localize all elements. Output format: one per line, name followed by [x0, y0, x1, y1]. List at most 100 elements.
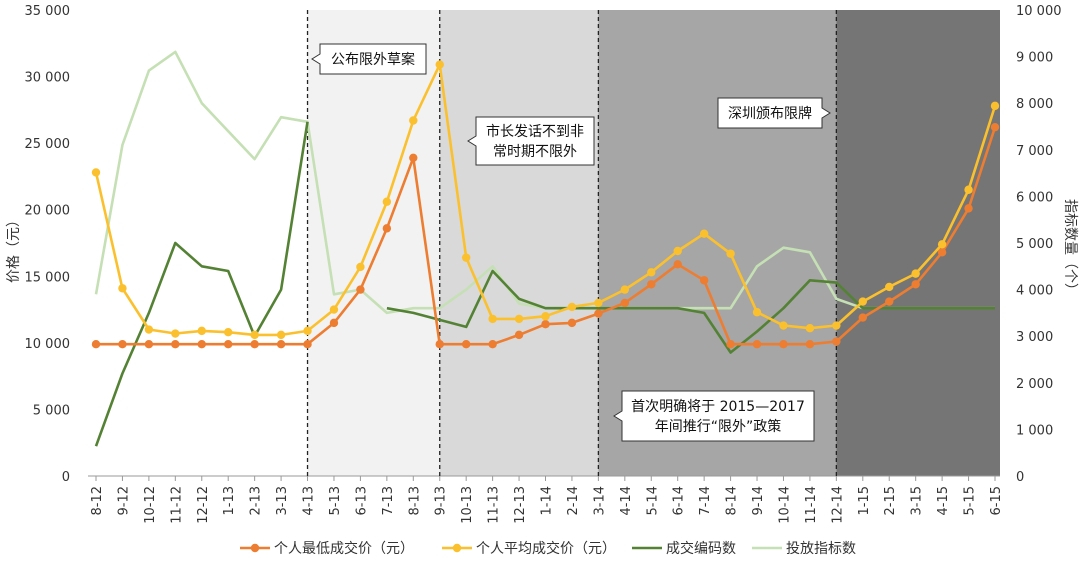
data-point [303, 326, 312, 336]
x-tick-label: 2-15 [883, 486, 898, 516]
y-left-ticks: 0 5 000 10 000 15 000 20 000 25 000 30 000 35 0… [25, 4, 71, 485]
data-point [964, 204, 973, 213]
x-tick-label: 2-14 [566, 486, 581, 516]
data-point [224, 339, 233, 349]
y-left-tick-label: 5 000 [33, 403, 70, 418]
period-shade [307, 10, 440, 476]
y-right-tick-label: 4 000 [1016, 284, 1053, 299]
data-point [303, 339, 312, 349]
legend-label: 投放指标数 [786, 541, 856, 557]
data-point [409, 116, 418, 125]
annotation-callout: 公布限外草案 [311, 43, 427, 75]
period-dividers [306, 10, 838, 476]
x-tick-label: 3-14 [592, 486, 607, 516]
period-shade [439, 10, 599, 476]
y-left-tick-label: 15 000 [25, 270, 71, 285]
annotation-text: 深圳颁布限牌 [728, 105, 812, 122]
annotation-box [613, 390, 815, 442]
x-tick-label: 8-14 [725, 486, 740, 516]
x-tick-label: 4-15 [936, 486, 951, 516]
data-point [461, 253, 471, 262]
data-point [832, 321, 841, 330]
data-point [885, 282, 894, 292]
data-point [276, 339, 286, 349]
legend-marker [452, 543, 462, 553]
data-point [673, 260, 682, 269]
data-point [514, 314, 524, 324]
series-line [94, 121, 995, 447]
y-left-title: 价格（元） [6, 213, 22, 283]
x-tick-label: 12-13 [513, 486, 528, 524]
annotation-text: 常时期不限外 [493, 144, 577, 160]
data-point [435, 339, 444, 349]
y-left-tick-label: 35 000 [25, 4, 71, 19]
data-point [594, 298, 603, 308]
data-point [990, 122, 1000, 132]
x-tick-label: 5-15 [963, 486, 978, 516]
data-point [329, 318, 339, 328]
data-point [779, 321, 788, 330]
data-point [752, 308, 762, 317]
y-right-ticks: 0 1 000 2 000 3 000 4 000 5 000 6 000 7 000 8 00… [1016, 4, 1062, 485]
data-point [91, 339, 101, 349]
annotation-text: 首次明确将于 2015—2017 [631, 399, 805, 415]
data-point [911, 280, 920, 289]
x-tick-label: 10-12 [143, 486, 158, 524]
data-point [118, 284, 127, 293]
legend-item: 投放指标数 [752, 541, 856, 557]
y-right-tick-label: 9 000 [1016, 51, 1053, 66]
data-point [171, 329, 180, 338]
y-right-tick-label: 10 000 [1016, 4, 1062, 19]
data-point [594, 309, 603, 318]
y-right-tick-label: 8 000 [1016, 97, 1053, 112]
x-tick-label: 4-14 [619, 486, 634, 516]
x-tick-label: 11-12 [169, 486, 184, 524]
legend-label: 个人平均成交价（元） [476, 540, 616, 557]
annotation-text: 公布限外草案 [331, 51, 415, 68]
data-point [144, 339, 154, 349]
data-point [885, 297, 894, 306]
data-point [752, 339, 762, 349]
data-point [356, 262, 365, 272]
x-tick-label: 12-12 [196, 486, 211, 524]
data-point [779, 339, 788, 349]
x-tick-label: 11-14 [804, 486, 819, 524]
data-point [276, 330, 286, 340]
data-point [435, 60, 444, 69]
y-right-tick-label: 6 000 [1016, 190, 1053, 205]
data-point [144, 325, 154, 334]
x-tick-label: 10-14 [777, 486, 792, 524]
data-point [620, 298, 630, 308]
data-point [726, 249, 735, 258]
annotation-box [717, 97, 831, 129]
data-point [726, 339, 735, 349]
x-tick-label: 1-14 [540, 486, 555, 516]
legend-marker [250, 543, 260, 553]
y-right-tick-label: 2 000 [1016, 377, 1053, 392]
data-point [488, 314, 497, 324]
annotation-text: 市长发话不到非 [486, 123, 584, 140]
y-right-tick-label: 0 [1016, 470, 1024, 485]
data-point [329, 305, 339, 314]
series-group [91, 50, 1000, 447]
annotation-callout: 首次明确将于 2015—2017 年间推行“限外”政策 [613, 390, 815, 442]
data-point [356, 285, 365, 294]
data-point [250, 330, 259, 340]
x-tick-label: 1-13 [222, 486, 237, 516]
x-tick-label: 7-14 [698, 486, 713, 516]
data-point [673, 246, 682, 256]
data-point [91, 168, 101, 177]
data-point [858, 313, 867, 322]
data-point [541, 320, 550, 329]
data-point [647, 280, 656, 289]
data-point [514, 330, 524, 340]
x-tick-label: 9-13 [434, 486, 449, 516]
x-tick-label: 3-13 [275, 486, 290, 516]
x-tick-label: 1-15 [857, 486, 872, 516]
x-tick-label: 8-13 [407, 486, 422, 516]
x-tick-label: 7-13 [381, 486, 396, 516]
x-tick-label: 10-13 [460, 486, 475, 524]
